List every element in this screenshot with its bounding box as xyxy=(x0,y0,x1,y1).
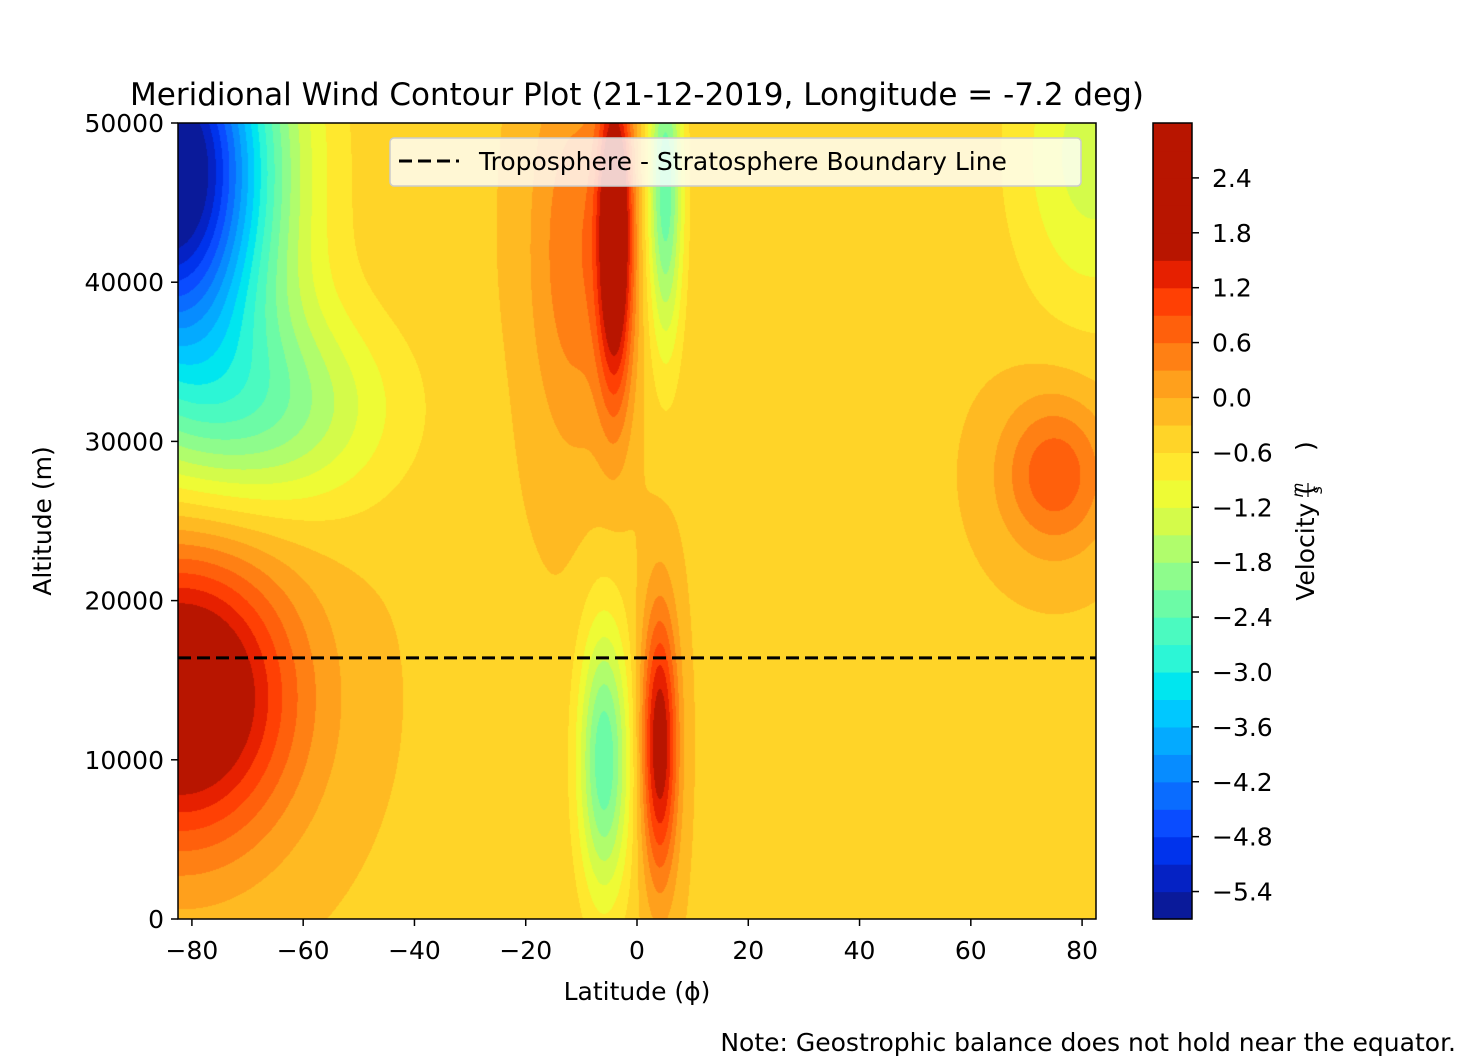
colorbar-tick-label: 2.4 xyxy=(1212,164,1252,193)
colorbar-tick-label: 1.2 xyxy=(1212,274,1252,303)
colorbar-band xyxy=(1153,644,1192,673)
x-axis-label: Latitude (ϕ) xyxy=(564,977,711,1006)
y-axis-label: Altitude (m) xyxy=(28,446,57,596)
colorbar-label-close: ) xyxy=(1291,441,1320,451)
colorbar-tick-label: −1.2 xyxy=(1212,493,1273,522)
x-tick-label: 0 xyxy=(629,936,645,965)
colorbar-tick-label: −5.4 xyxy=(1212,878,1273,907)
colorbar-unit-numerator: m xyxy=(1289,483,1307,498)
x-tick-label: −40 xyxy=(388,936,441,965)
colorbar-band xyxy=(1153,260,1192,289)
colorbar-band xyxy=(1153,370,1192,399)
colorbar-label: Velocity ( ) m s xyxy=(1289,441,1326,601)
colorbar-tick-label: −4.8 xyxy=(1212,823,1273,852)
colorbar-bands xyxy=(1153,123,1192,920)
colorbar-tick-label: −2.4 xyxy=(1212,603,1273,632)
x-tick-label: 20 xyxy=(732,936,764,965)
x-tick-label: 60 xyxy=(955,936,987,965)
y-tick-label: 40000 xyxy=(84,268,164,297)
colorbar-band xyxy=(1153,507,1192,536)
colorbar-band xyxy=(1153,864,1192,893)
colorbar-tick-label: 1.8 xyxy=(1212,219,1252,248)
y-tick-label: 20000 xyxy=(84,587,164,616)
contour-plot: −80 −60 −40 −20 0 20 40 60 80 0 10000 20000 30000 40… xyxy=(84,109,1098,965)
y-tick-label: 10000 xyxy=(84,746,164,775)
colorbar-band xyxy=(1153,479,1192,508)
colorbar-band xyxy=(1153,726,1192,755)
colorbar-tick-label: −3.6 xyxy=(1212,713,1273,742)
x-tick-label: −80 xyxy=(166,936,219,965)
colorbar-tick-label: −4.2 xyxy=(1212,768,1273,797)
y-tick-label: 50000 xyxy=(84,109,164,138)
contour-field xyxy=(178,123,1096,919)
colorbar-frame xyxy=(1152,122,1193,920)
colorbar: −5.4 −4.8 −4.2 −3.6 −3.0 −2.4 −1.8 −1.2 −0.6 0.0 0… xyxy=(1152,122,1326,920)
colorbar-band xyxy=(1153,699,1192,728)
colorbar-tick-label: −0.6 xyxy=(1212,438,1273,467)
svg-text:Velocity ( ): Velocity ( ) xyxy=(1291,441,1320,601)
colorbar-band xyxy=(1153,809,1192,838)
x-tick-label: 80 xyxy=(1066,936,1098,965)
colorbar-band xyxy=(1153,671,1192,701)
colorbar-tick-label: −1.8 xyxy=(1212,548,1273,577)
colorbar-band xyxy=(1153,424,1192,453)
colorbar-band xyxy=(1153,205,1192,234)
colorbar-band xyxy=(1153,589,1192,618)
x-tick-label: −20 xyxy=(499,936,552,965)
legend-box xyxy=(389,137,1082,187)
colorbar-ticks: −5.4 −4.8 −4.2 −3.6 −3.0 −2.4 −1.8 −1.2 −0.6 0.0 0… xyxy=(1192,164,1273,907)
colorbar-band xyxy=(1153,562,1192,591)
x-tick-label: −60 xyxy=(277,936,330,965)
legend-label: Troposphere - Stratosphere Boundary Line xyxy=(478,147,1007,176)
footnote: Note: Geostrophic balance does not hold … xyxy=(720,1028,1456,1057)
colorbar-band xyxy=(1153,397,1192,426)
colorbar-tick-label: 0.0 xyxy=(1212,383,1252,412)
colorbar-band xyxy=(1153,287,1192,316)
colorbar-band xyxy=(1153,754,1192,783)
colorbar-band xyxy=(1153,150,1192,179)
legend: Troposphere - Stratosphere Boundary Line xyxy=(389,137,1082,187)
colorbar-band xyxy=(1153,836,1192,865)
colorbar-band xyxy=(1153,452,1192,481)
x-axis: −80 −60 −40 −20 0 20 40 60 80 xyxy=(166,919,1098,965)
colorbar-band xyxy=(1153,891,1192,920)
chart-title: Meridional Wind Contour Plot (21-12-2019… xyxy=(130,77,1144,113)
y-axis: 0 10000 20000 30000 40000 50000 xyxy=(84,109,178,934)
colorbar-band xyxy=(1153,781,1192,810)
colorbar-band xyxy=(1153,232,1192,261)
colorbar-label-text: Velocity ( xyxy=(1291,485,1320,601)
colorbar-unit-denominator: s xyxy=(1308,486,1326,494)
y-tick-label: 30000 xyxy=(84,427,164,456)
colorbar-tick-label: −3.0 xyxy=(1212,658,1273,687)
colorbar-band xyxy=(1153,177,1192,206)
colorbar-band xyxy=(1153,342,1192,371)
x-tick-label: 40 xyxy=(844,936,876,965)
colorbar-band xyxy=(1153,123,1192,152)
colorbar-band xyxy=(1153,315,1192,344)
colorbar-band xyxy=(1153,534,1192,563)
y-tick-label: 0 xyxy=(148,905,164,934)
colorbar-band xyxy=(1153,617,1192,646)
colorbar-tick-label: 0.6 xyxy=(1212,329,1252,358)
